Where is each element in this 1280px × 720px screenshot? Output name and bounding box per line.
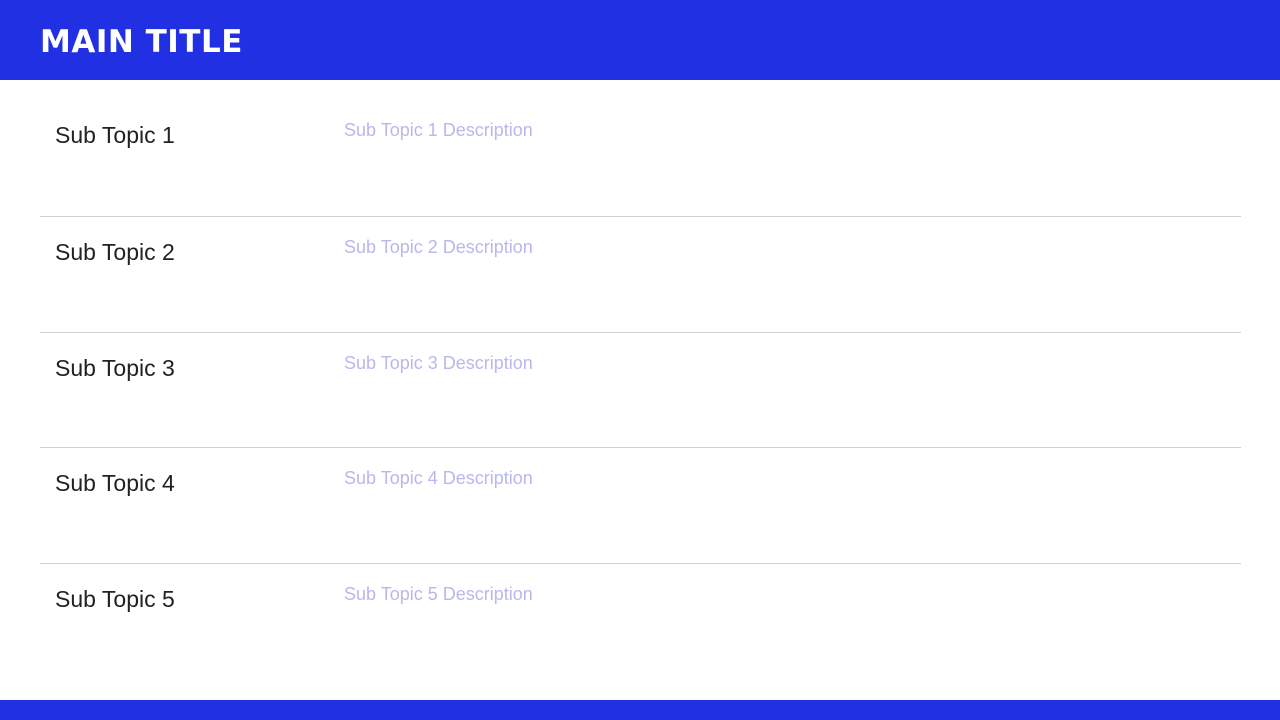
topic-label: Sub Topic 3	[55, 355, 175, 381]
topic-label: Sub Topic 4	[55, 470, 175, 496]
topic-description: Sub Topic 1 Description	[344, 120, 533, 140]
topic-label: Sub Topic 1	[55, 122, 175, 148]
topic-row: Sub Topic 5 Sub Topic 5 Description	[40, 563, 1241, 679]
topic-label: Sub Topic 2	[55, 239, 175, 265]
topic-description: Sub Topic 2 Description	[344, 237, 533, 257]
header-bar: MAIN TITLE	[0, 0, 1280, 80]
page-title: MAIN TITLE	[40, 24, 243, 60]
footer-bar	[0, 700, 1280, 720]
topic-label: Sub Topic 5	[55, 586, 175, 612]
topic-row: Sub Topic 4 Sub Topic 4 Description	[40, 447, 1241, 563]
topic-description: Sub Topic 3 Description	[344, 353, 533, 373]
topic-description: Sub Topic 5 Description	[344, 584, 533, 604]
topic-row: Sub Topic 3 Sub Topic 3 Description	[40, 332, 1241, 448]
topic-description: Sub Topic 4 Description	[344, 468, 533, 488]
topic-row: Sub Topic 1 Sub Topic 1 Description	[40, 100, 1241, 215]
topic-row: Sub Topic 2 Sub Topic 2 Description	[40, 216, 1241, 332]
